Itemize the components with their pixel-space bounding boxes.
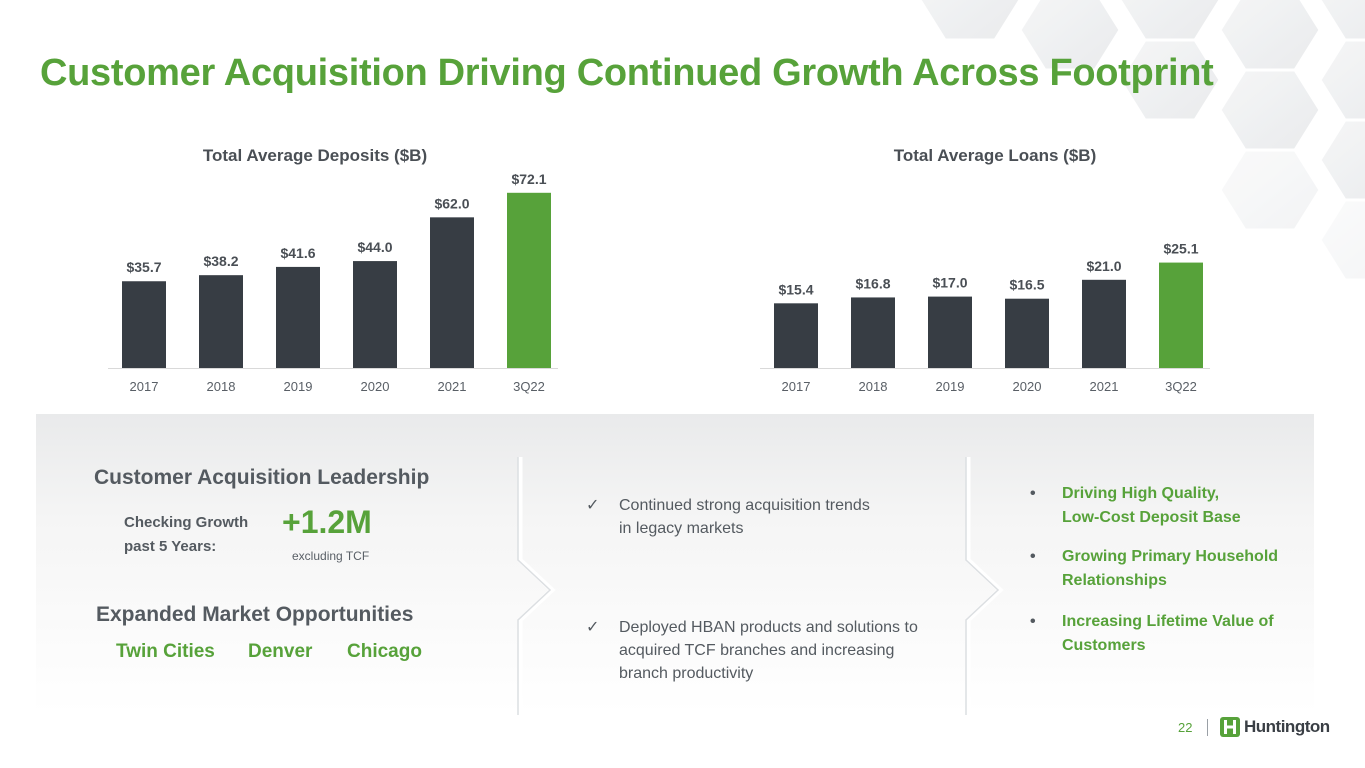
- loans-chart-title: Total Average Loans ($B): [830, 146, 1160, 166]
- page-number: 22: [1178, 720, 1193, 735]
- check-item-2-text: Deployed HBAN products and solutions to …: [619, 619, 918, 682]
- x-tick-label: 2020: [1013, 379, 1042, 394]
- x-tick-label: 2017: [782, 379, 811, 394]
- bar-2019: [276, 266, 320, 368]
- checkmark-icon: ✓: [586, 497, 600, 514]
- x-tick-label: 2018: [859, 379, 888, 394]
- x-tick-label: 2018: [207, 379, 236, 394]
- huntington-logo-text: Huntington: [1244, 717, 1330, 736]
- bar-value-label: $21.0: [1086, 258, 1121, 274]
- bar-2017: [774, 303, 818, 368]
- bar-value-label: $38.2: [203, 253, 238, 269]
- x-tick-label: 2019: [284, 379, 313, 394]
- bullet-item-2-text: Growing Primary Household Relationships: [1062, 548, 1279, 589]
- bar-value-label: $62.0: [434, 195, 469, 211]
- summary-panel: [36, 414, 1314, 714]
- city-twin-cities: Twin Cities: [116, 641, 215, 662]
- bar-3q22: [507, 192, 551, 368]
- deposits-chart-title-unit: ($B): [394, 146, 428, 165]
- checking-growth-label: Checking Growth past 5 Years:: [124, 514, 249, 555]
- x-tick-label: 2020: [361, 379, 390, 394]
- bar-value-label: $16.5: [1009, 277, 1044, 293]
- bar-2018: [199, 275, 243, 368]
- x-tick-label: 2017: [130, 379, 159, 394]
- bar-2019: [928, 296, 972, 368]
- bar-value-label: $72.1: [511, 171, 546, 187]
- bar-value-label: $41.6: [280, 245, 315, 261]
- bar-2020: [1005, 298, 1049, 368]
- bullet-icon: •: [1030, 548, 1036, 565]
- bar-value-label: $25.1: [1163, 241, 1198, 257]
- loans-bar-chart: $15.4 2017 $16.8 2018 $17.0 2019 $16.5 2020 $21.…: [760, 241, 1210, 394]
- bullet-item-1-text: Driving High Quality, Low-Cost Deposit B…: [1062, 485, 1241, 526]
- bullet-icon: •: [1030, 613, 1036, 630]
- deposits-bar-chart: $35.7 2017 $38.2 2018 $41.6 2019 $44.0 2020 $62.…: [108, 171, 558, 394]
- bar-3q22: [1159, 262, 1203, 368]
- check-item-1-text: Continued strong acquisition trends in l…: [619, 497, 870, 537]
- bar-2021: [430, 217, 474, 368]
- markets-heading: Expanded Market Opportunities: [96, 603, 414, 626]
- bar-value-label: $17.0: [932, 275, 967, 291]
- checkmark-icon: ✓: [586, 619, 600, 636]
- deposits-chart-title: Total Average Deposits ($B): [150, 146, 480, 166]
- bar-2021: [1082, 279, 1126, 368]
- bar-2020: [353, 261, 397, 368]
- city-chicago: Chicago: [347, 641, 422, 662]
- chevron-divider-1: [517, 457, 556, 715]
- huntington-logo-icon: [1220, 717, 1240, 737]
- leadership-heading: Customer Acquisition Leadership: [94, 466, 430, 489]
- city-denver: Denver: [248, 641, 313, 662]
- x-tick-label: 2021: [438, 379, 467, 394]
- footer-divider: [1207, 719, 1208, 736]
- x-tick-label: 3Q22: [1165, 379, 1197, 394]
- x-tick-label: 3Q22: [513, 379, 545, 394]
- bar-2017: [122, 281, 166, 368]
- bar-value-label: $16.8: [855, 275, 890, 291]
- bar-value-label: $44.0: [357, 239, 392, 255]
- bar-2018: [851, 297, 895, 368]
- loans-chart-title-unit: ($B): [1063, 146, 1097, 165]
- bar-value-label: $35.7: [126, 259, 161, 275]
- huntington-logo: Huntington: [1220, 716, 1330, 738]
- loans-chart-title-text: Total Average Loans: [893, 146, 1059, 165]
- bullet-icon: •: [1030, 485, 1036, 502]
- page-title: Customer Acquisition Driving Continued G…: [40, 52, 1214, 94]
- excluding-note: excluding TCF: [292, 549, 370, 563]
- bullet-item-3-text: Increasing Lifetime Value of Customers: [1062, 613, 1274, 654]
- bar-value-label: $15.4: [778, 281, 813, 297]
- deposits-chart-title-text: Total Average Deposits: [202, 146, 390, 165]
- x-tick-label: 2019: [936, 379, 965, 394]
- chevron-divider-2: [965, 457, 1004, 715]
- checking-growth-value: +1.2M: [282, 504, 372, 540]
- x-tick-label: 2021: [1090, 379, 1119, 394]
